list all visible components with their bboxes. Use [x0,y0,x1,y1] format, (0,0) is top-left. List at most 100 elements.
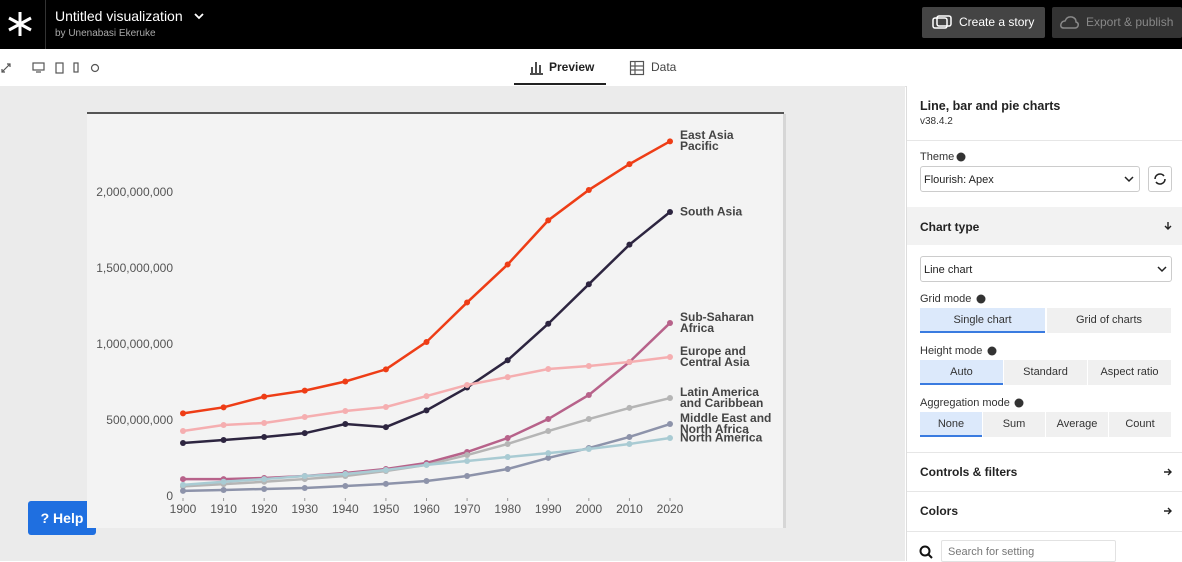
data-point [667,138,673,145]
data-point [423,338,430,345]
option-button[interactable]: None [920,412,982,437]
data-point [382,466,389,473]
series-line [183,322,671,481]
data-point [301,430,308,437]
option-button[interactable]: Standard [1004,360,1087,385]
data-point [504,435,511,442]
help-button[interactable]: ? Help [28,501,96,535]
option-button[interactable]: Single chart [920,308,1045,333]
data-point [382,366,389,373]
data-point [342,421,349,428]
data-point [667,209,673,215]
y-tick-label: 1,500,000,000 [96,261,173,275]
chart-card: 0 500,000,000 1,000,000,000 1,500,000,000 2,… [87,112,784,528]
x-tick-label: 1930 [291,502,318,516]
data-point [464,473,471,480]
data-point [545,450,552,457]
data-point [261,393,268,400]
data-point [220,487,227,494]
setting-label: Aggregation mode [920,397,1010,409]
section-title[interactable]: Colors [920,504,959,518]
data-point [667,435,673,442]
x-tick-label: 1950 [373,502,400,516]
option-button[interactable]: Count [1109,412,1171,437]
option-button[interactable]: Auto [920,360,1003,385]
data-point [545,320,552,327]
data-point [261,485,268,492]
data-point [667,395,673,402]
data-point [464,299,471,306]
data-point [504,440,511,447]
data-point [301,387,308,394]
placeholder: Search for setting [948,546,1035,558]
data-point [382,424,389,431]
data-point [545,217,552,224]
data-point [261,419,268,426]
data-point [585,186,592,193]
x-tick-label: 1980 [494,502,521,516]
setting-label: Theme [920,151,955,163]
x-tick-label: 1920 [251,502,278,516]
chart: 0 500,000,000 1,000,000,000 1,500,000,000 2,… [96,138,684,516]
title-menu[interactable] [193,11,205,21]
x-tick-label: 2000 [575,502,602,516]
data-point [545,428,552,435]
x-tick-label: 1940 [332,502,359,516]
logo[interactable] [6,10,34,38]
x-tick-label: 2020 [657,502,684,516]
data-point [423,407,430,414]
option-button[interactable]: Sum [983,412,1045,437]
data-point [180,428,186,435]
data-point [423,393,430,400]
chart-type-select[interactable]: Line chart [920,256,1172,282]
y-tick-label: 0 [166,489,173,503]
data-point [301,414,308,421]
section-title[interactable]: Controls & filters [920,465,1018,479]
series-label: Europe and Central Asia [680,344,750,369]
data-point [180,410,186,417]
template-name: Line, bar and pie charts [920,99,1061,113]
export-button[interactable]: Export & publish [1052,7,1182,38]
x-tick-label: 1960 [413,502,440,516]
option-button[interactable]: Grid of charts [1047,308,1171,333]
data-point [504,454,511,461]
search-input[interactable]: Search for setting [941,540,1116,562]
series-label: South Asia [680,204,743,219]
refresh-button[interactable] [1148,166,1172,192]
data-point [667,421,673,428]
data-point [585,392,592,399]
data-point [220,421,227,428]
data-point [626,161,633,168]
data-point [180,487,186,494]
tab-bar: Preview Data [0,49,1182,87]
byline: by Unenabasi Ekeruke [55,28,156,39]
version: v38.4.2 [920,116,953,127]
tab[interactable]: Data [651,60,677,74]
data-point [626,433,633,440]
section-header[interactable]: Chart type [907,207,1182,245]
setting-label: Height mode [920,345,983,357]
story-button[interactable]: Create a story [922,7,1045,38]
data-point [545,366,552,373]
option-button[interactable]: Aspect ratio [1088,360,1171,385]
data-point [464,381,471,388]
option-button[interactable]: Average [1046,412,1108,437]
data-point [423,478,430,485]
data-point [382,404,389,411]
tab[interactable]: Preview [549,60,595,74]
button-text: Create a story [959,15,1035,29]
select-value: Flourish: Apex [924,174,994,186]
x-tick-label: 1970 [454,502,481,516]
x-tick-label: 1900 [170,502,197,516]
data-point [180,476,186,483]
theme-select[interactable]: Flourish: Apex [920,166,1140,192]
data-point [382,480,389,487]
data-point [585,416,592,423]
data-point [301,485,308,492]
data-point [667,354,673,361]
viz-title[interactable]: Untitled visualization [55,8,183,24]
settings-panel: Line, bar and pie charts v38.4.2 Theme F… [906,86,1182,562]
data-point [301,473,308,480]
view-tools[interactable] [0,61,110,75]
